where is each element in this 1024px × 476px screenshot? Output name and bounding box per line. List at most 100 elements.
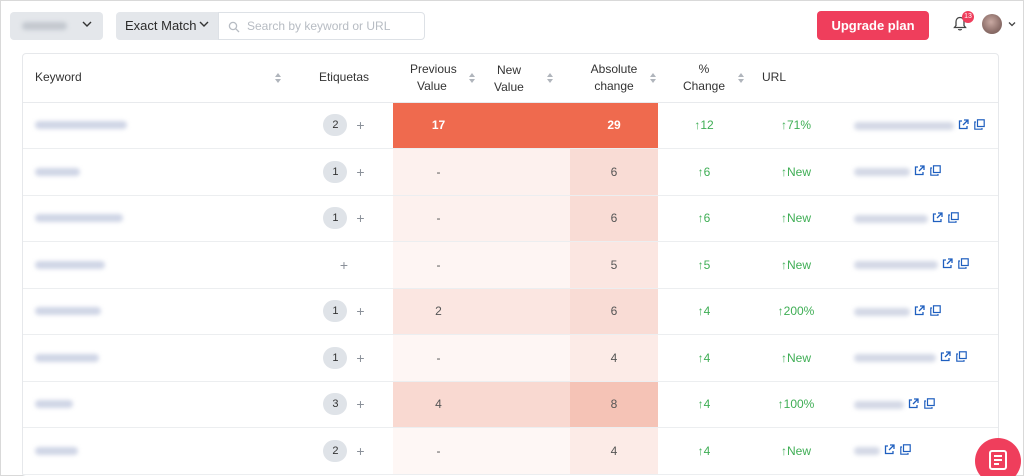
- avatar[interactable]: [982, 14, 1002, 34]
- tag-count-pill[interactable]: 1: [323, 300, 348, 323]
- sort-icon[interactable]: [275, 72, 281, 84]
- search-input[interactable]: [247, 17, 419, 35]
- external-link-icon[interactable]: [942, 258, 953, 272]
- table-row[interactable]: 2 + 17 29 ↑12 ↑71%: [23, 102, 998, 149]
- header-label: %: [698, 61, 710, 76]
- copy-icon[interactable]: [923, 397, 935, 412]
- keyword-cell[interactable]: [23, 148, 295, 196]
- keyword-cell[interactable]: [23, 195, 295, 242]
- url-redacted[interactable]: [854, 447, 880, 456]
- new-value-cell: 6: [570, 288, 658, 335]
- add-tag-icon[interactable]: +: [356, 117, 365, 134]
- url-redacted[interactable]: [854, 168, 910, 177]
- keyword-cell[interactable]: [23, 427, 295, 475]
- external-link-icon[interactable]: [932, 212, 943, 226]
- absolute-change-cell: ↑5: [658, 241, 750, 289]
- tag-count-pill[interactable]: 1: [323, 346, 348, 369]
- tag-count-pill[interactable]: 1: [323, 207, 348, 230]
- chat-widget-button[interactable]: [975, 438, 1021, 476]
- absolute-change: ↑4: [697, 304, 711, 319]
- keyword-cell[interactable]: [23, 288, 295, 335]
- percent-change-cell: ↑New: [750, 334, 842, 382]
- previous-value-cell: 4: [393, 381, 570, 428]
- external-link-icon[interactable]: [914, 165, 925, 179]
- tag-count-pill[interactable]: 3: [323, 393, 348, 416]
- copy-icon[interactable]: [929, 165, 941, 179]
- copy-icon[interactable]: [973, 118, 985, 133]
- keyword-cell[interactable]: [23, 102, 295, 149]
- tags-cell: 3 +: [295, 381, 393, 428]
- add-tag-icon[interactable]: +: [356, 396, 365, 413]
- previous-value-cell: 17: [393, 102, 570, 149]
- chevron-down-icon[interactable]: [1007, 19, 1017, 32]
- column-header-url[interactable]: URL: [750, 54, 842, 103]
- column-header-previous-value[interactable]: Previous Value New Value: [393, 54, 570, 103]
- table-row[interactable]: 1 + - 4 ↑4 ↑New: [23, 334, 998, 382]
- previous-value: 2: [435, 304, 442, 319]
- table-row[interactable]: 1 + - 6 ↑6 ↑New: [23, 195, 998, 242]
- sort-icon[interactable]: [650, 72, 656, 84]
- table-row[interactable]: + - 5 ↑5 ↑New: [23, 241, 998, 289]
- percent-change-cell: ↑New: [750, 241, 842, 289]
- tag-count-pill[interactable]: 2: [323, 114, 348, 137]
- add-tag-icon[interactable]: +: [356, 349, 365, 366]
- add-tag-icon[interactable]: +: [339, 256, 349, 273]
- percent-change: ↑New: [780, 443, 811, 458]
- project-selector[interactable]: [10, 12, 103, 40]
- external-link-icon[interactable]: [940, 351, 951, 365]
- add-tag-icon[interactable]: +: [356, 163, 365, 180]
- previous-value: -: [436, 443, 441, 458]
- copy-icon[interactable]: [957, 258, 969, 272]
- keyword-redacted: [35, 260, 105, 269]
- keyword-cell[interactable]: [23, 381, 295, 428]
- external-link-icon[interactable]: [914, 305, 925, 319]
- keyword-changes-table: Keyword Etiquetas Previous Value New Val…: [23, 54, 998, 475]
- percent-change-cell: ↑New: [750, 427, 842, 475]
- copy-icon[interactable]: [929, 304, 941, 319]
- sort-icon[interactable]: [469, 72, 475, 84]
- url-redacted[interactable]: [854, 261, 938, 270]
- sort-icon[interactable]: [547, 72, 553, 84]
- column-header-percent-change[interactable]: % Change: [658, 54, 750, 103]
- add-tag-icon[interactable]: +: [356, 210, 365, 227]
- copy-icon[interactable]: [947, 211, 959, 226]
- tag-count-pill[interactable]: 1: [323, 160, 348, 183]
- previous-value: -: [436, 164, 441, 179]
- url-redacted[interactable]: [854, 307, 910, 316]
- table-row[interactable]: 2 + - 4 ↑4 ↑New: [23, 427, 998, 475]
- column-header-tags[interactable]: Etiquetas: [295, 54, 393, 103]
- url-redacted[interactable]: [854, 121, 954, 130]
- url-cell: [842, 334, 998, 382]
- add-tag-icon[interactable]: +: [356, 442, 365, 459]
- tags-cell: 1 +: [295, 334, 393, 382]
- percent-change: ↑71%: [780, 118, 812, 133]
- new-value: 29: [607, 118, 621, 133]
- tags-cell: +: [295, 241, 393, 289]
- external-link-icon[interactable]: [958, 119, 969, 133]
- project-name-redacted: [22, 22, 67, 30]
- external-link-icon[interactable]: [908, 398, 919, 412]
- table-row[interactable]: 3 + 4 8 ↑4 ↑100%: [23, 381, 998, 428]
- url-redacted[interactable]: [854, 354, 936, 363]
- new-value-cell: 4: [570, 334, 658, 382]
- new-value-cell: 4: [570, 427, 658, 475]
- column-header-keyword[interactable]: Keyword: [23, 54, 295, 103]
- header-label: Previous: [410, 61, 457, 76]
- copy-icon[interactable]: [899, 444, 911, 458]
- keyword-cell[interactable]: [23, 241, 295, 289]
- keyword-redacted: [35, 400, 73, 409]
- add-tag-icon[interactable]: +: [356, 303, 365, 320]
- external-link-icon[interactable]: [884, 444, 895, 458]
- table-row[interactable]: 1 + - 6 ↑6 ↑New: [23, 148, 998, 196]
- url-redacted[interactable]: [854, 400, 904, 409]
- column-header-absolute-change[interactable]: Absolute change: [570, 54, 658, 103]
- copy-icon[interactable]: [955, 351, 967, 365]
- sort-icon[interactable]: [738, 72, 744, 84]
- match-type-dropdown[interactable]: Exact Match: [116, 12, 218, 40]
- url-redacted[interactable]: [854, 214, 928, 223]
- keyword-cell[interactable]: [23, 334, 295, 382]
- table-row[interactable]: 1 + 2 6 ↑4 ↑200%: [23, 288, 998, 335]
- upgrade-plan-button[interactable]: Upgrade plan: [817, 11, 929, 40]
- previous-value: 4: [435, 397, 442, 412]
- tag-count-pill[interactable]: 2: [323, 439, 348, 462]
